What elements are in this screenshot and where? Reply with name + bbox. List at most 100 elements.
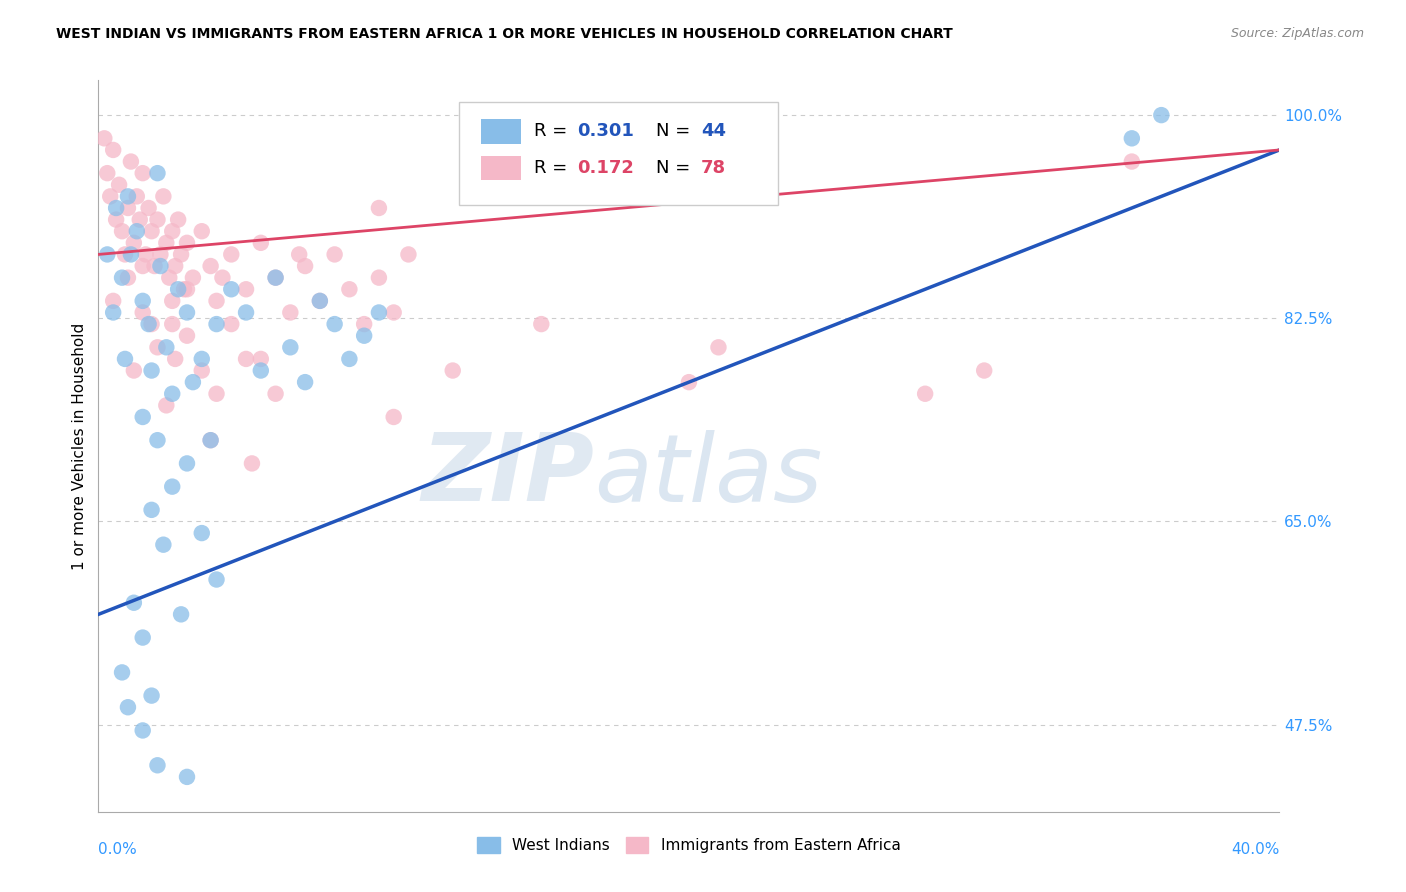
Point	[120, 154, 142, 169]
Point	[155, 398, 177, 412]
Point	[294, 259, 316, 273]
Point	[111, 224, 134, 238]
Point	[264, 270, 287, 285]
Point	[141, 317, 163, 331]
Point	[678, 375, 700, 389]
Point	[170, 247, 193, 261]
Text: Source: ZipAtlas.com: Source: ZipAtlas.com	[1230, 27, 1364, 40]
Point	[368, 270, 391, 285]
Point	[141, 503, 163, 517]
Point	[339, 282, 361, 296]
Point	[309, 293, 332, 308]
Point	[398, 247, 420, 261]
Point	[200, 433, 222, 447]
Point	[221, 282, 243, 296]
Text: 0.172: 0.172	[576, 159, 634, 177]
Point	[165, 351, 187, 366]
Point	[176, 305, 198, 319]
Point	[149, 259, 172, 273]
Point	[138, 317, 160, 331]
Text: 44: 44	[700, 122, 725, 140]
Point	[1121, 154, 1143, 169]
Point	[368, 305, 391, 319]
Point	[707, 340, 730, 354]
Point	[176, 235, 198, 250]
Point	[382, 305, 405, 319]
Point	[176, 770, 198, 784]
Text: R =: R =	[534, 159, 574, 177]
Point	[128, 212, 150, 227]
Point	[141, 363, 163, 377]
Point	[280, 305, 302, 319]
Point	[288, 247, 311, 261]
Point	[143, 259, 166, 273]
Point	[264, 386, 287, 401]
Point	[103, 305, 125, 319]
Point	[205, 293, 228, 308]
Point	[167, 282, 190, 296]
Point	[973, 363, 995, 377]
Point	[323, 247, 346, 261]
Point	[155, 340, 177, 354]
Point	[191, 351, 214, 366]
Point	[132, 305, 155, 319]
Point	[167, 212, 190, 227]
Point	[441, 363, 464, 377]
Point	[138, 201, 160, 215]
FancyBboxPatch shape	[481, 119, 522, 144]
Point	[211, 270, 233, 285]
Point	[114, 247, 136, 261]
Point	[132, 259, 155, 273]
Point	[103, 143, 125, 157]
Point	[152, 538, 174, 552]
Point	[353, 317, 375, 331]
Y-axis label: 1 or more Vehicles in Household: 1 or more Vehicles in Household	[72, 322, 87, 570]
Point	[309, 293, 332, 308]
Point	[250, 235, 273, 250]
Point	[162, 480, 183, 494]
Point	[152, 189, 174, 203]
Point	[146, 433, 169, 447]
Point	[1121, 131, 1143, 145]
Point	[205, 317, 228, 331]
Point	[173, 282, 195, 296]
Point	[240, 457, 263, 471]
Point	[108, 178, 131, 192]
Text: ZIP: ZIP	[422, 429, 595, 521]
Point	[117, 700, 139, 714]
Point	[914, 386, 936, 401]
Text: 40.0%: 40.0%	[1232, 842, 1279, 857]
Point	[176, 457, 198, 471]
FancyBboxPatch shape	[481, 155, 522, 180]
Point	[125, 189, 148, 203]
Point	[135, 247, 157, 261]
Point	[120, 247, 142, 261]
Point	[221, 247, 243, 261]
Point	[114, 351, 136, 366]
Point	[191, 526, 214, 541]
Point	[96, 247, 118, 261]
Point	[339, 351, 361, 366]
Point	[530, 317, 553, 331]
Point	[181, 375, 204, 389]
Point	[122, 235, 145, 250]
Text: N =: N =	[655, 159, 696, 177]
Point	[280, 340, 302, 354]
Point	[132, 166, 155, 180]
Point	[181, 270, 204, 285]
Point	[96, 166, 118, 180]
Point	[165, 259, 187, 273]
Point	[157, 270, 180, 285]
Point	[162, 293, 183, 308]
Point	[235, 282, 257, 296]
Point	[368, 201, 391, 215]
Point	[235, 351, 257, 366]
Text: 78: 78	[700, 159, 725, 177]
Point	[170, 607, 193, 622]
Point	[162, 224, 183, 238]
Text: N =: N =	[655, 122, 696, 140]
Point	[132, 723, 155, 738]
Point	[221, 317, 243, 331]
Point	[200, 259, 222, 273]
Point	[105, 201, 128, 215]
